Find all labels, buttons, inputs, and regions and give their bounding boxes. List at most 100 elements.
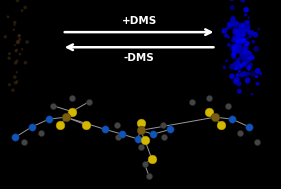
- Point: [250, 72, 255, 75]
- Point: [242, 63, 247, 66]
- Point: [241, 54, 245, 57]
- Point: [138, 146, 143, 149]
- Point: [241, 49, 245, 52]
- Point: [240, 39, 244, 42]
- Point: [230, 6, 235, 9]
- Point: [17, 38, 22, 41]
- Point: [244, 28, 248, 31]
- Point: [116, 136, 120, 139]
- Point: [234, 35, 238, 38]
- Point: [234, 30, 239, 33]
- Point: [120, 133, 124, 136]
- Point: [247, 68, 251, 71]
- Point: [243, 13, 248, 16]
- Point: [255, 82, 260, 85]
- Point: [238, 26, 243, 29]
- Point: [254, 75, 259, 78]
- Point: [237, 28, 241, 31]
- Point: [235, 31, 240, 34]
- Point: [240, 34, 245, 37]
- Point: [233, 49, 238, 52]
- Point: [245, 50, 250, 53]
- Point: [213, 116, 217, 119]
- Point: [243, 48, 247, 51]
- Point: [237, 41, 242, 44]
- Point: [236, 36, 241, 39]
- Point: [236, 50, 241, 53]
- Point: [237, 90, 242, 93]
- Point: [13, 81, 18, 84]
- Point: [245, 80, 250, 83]
- Point: [244, 55, 249, 58]
- Point: [237, 47, 241, 50]
- Point: [232, 55, 236, 58]
- Point: [168, 128, 172, 131]
- Point: [17, 35, 21, 38]
- Point: [247, 66, 251, 69]
- Point: [231, 45, 235, 48]
- Point: [256, 28, 261, 31]
- Point: [234, 44, 238, 47]
- Point: [237, 43, 242, 46]
- Point: [225, 104, 230, 107]
- Point: [15, 71, 19, 74]
- Point: [245, 21, 250, 24]
- Point: [224, 60, 229, 63]
- Point: [243, 53, 248, 56]
- Point: [230, 75, 234, 78]
- Point: [233, 28, 237, 31]
- Point: [238, 66, 243, 69]
- Point: [242, 33, 246, 36]
- Point: [236, 66, 241, 69]
- Point: [16, 40, 21, 43]
- Point: [234, 38, 238, 41]
- Point: [239, 73, 244, 76]
- Point: [239, 28, 243, 31]
- Point: [247, 77, 251, 80]
- Point: [241, 54, 245, 57]
- Point: [232, 36, 237, 39]
- Point: [234, 45, 238, 48]
- Point: [243, 46, 248, 49]
- Point: [236, 45, 240, 48]
- Point: [242, 72, 247, 75]
- Point: [162, 136, 167, 139]
- Point: [13, 136, 18, 139]
- Point: [234, 21, 239, 24]
- Point: [249, 53, 253, 56]
- Point: [233, 47, 237, 50]
- Point: [228, 25, 232, 28]
- Point: [30, 125, 35, 128]
- Point: [233, 30, 238, 33]
- Point: [239, 24, 244, 27]
- Point: [11, 89, 15, 92]
- Point: [232, 45, 237, 48]
- Point: [142, 163, 147, 166]
- Point: [13, 21, 17, 24]
- Point: [246, 72, 250, 75]
- Point: [242, 39, 246, 42]
- Point: [22, 140, 26, 143]
- Point: [235, 73, 240, 76]
- Point: [7, 57, 12, 60]
- Point: [241, 55, 246, 58]
- Point: [237, 39, 242, 42]
- Point: [242, 48, 246, 51]
- Point: [241, 0, 245, 2]
- Point: [235, 40, 240, 43]
- Point: [243, 43, 248, 46]
- Point: [13, 76, 17, 79]
- Point: [237, 32, 241, 35]
- Point: [240, 52, 244, 55]
- Point: [151, 133, 155, 136]
- Point: [7, 83, 12, 86]
- Point: [243, 56, 247, 59]
- Point: [237, 33, 241, 36]
- Point: [232, 47, 236, 50]
- Point: [241, 24, 245, 27]
- Point: [246, 52, 250, 55]
- Point: [235, 49, 240, 52]
- Point: [12, 28, 16, 31]
- Point: [253, 33, 258, 36]
- Point: [64, 116, 68, 119]
